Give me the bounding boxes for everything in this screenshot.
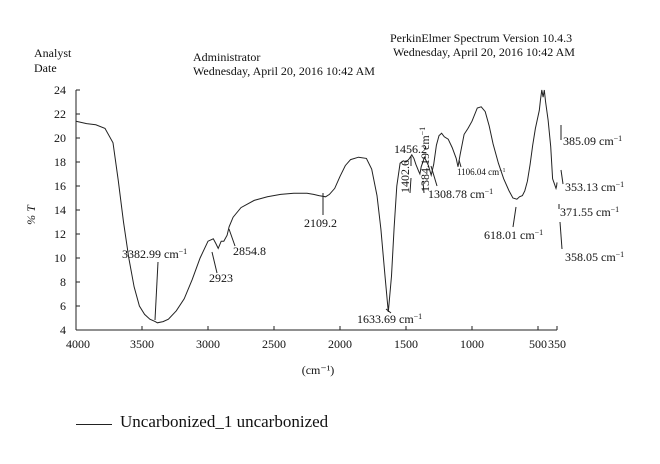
x-tick-label: 1000 — [460, 337, 484, 351]
y-tick-label: 12 — [54, 227, 66, 241]
spectrum-line — [75, 89, 558, 324]
x-tick-label: 4000 — [66, 337, 90, 351]
annotation-leader — [559, 221, 563, 250]
peak-annotation: 618.01 cm−1 — [484, 228, 543, 243]
y-tick-label: 16 — [54, 179, 66, 193]
peak-annotation: 1633.69 cm−1 — [357, 312, 422, 327]
analyst-name: Administrator — [193, 50, 261, 64]
chart-axes — [75, 90, 557, 331]
y-tick-label: 22 — [54, 107, 66, 121]
report-date: Wednesday, April 20, 2016 10:42 AM — [393, 45, 575, 59]
annotation-leader — [154, 261, 159, 321]
peak-annotation: 1308.78 cm−1 — [428, 187, 493, 202]
x-tick-label: 350 — [548, 337, 566, 351]
annotation-leader — [211, 251, 218, 274]
analysis-date: Wednesday, April 20, 2016 10:42 AM — [193, 64, 375, 78]
y-axis-label: % T — [24, 204, 38, 225]
x-tick-label: 1500 — [394, 337, 418, 351]
legend-swatch — [76, 424, 112, 425]
peak-annotation: 2923 — [209, 271, 233, 285]
annotation-leader — [228, 228, 236, 247]
peak-annotation: 385.09 cm−1 — [563, 134, 622, 149]
annotation-leader — [560, 169, 564, 185]
y-tick-label: 6 — [60, 299, 66, 313]
y-tick-label: 4 — [60, 323, 66, 337]
peak-annotation: 353.13 cm−1 — [565, 180, 624, 195]
chart-ticks: 4 6 8 10 12 14 16 18 20 22 24 4000 3500 3000 2500 2000 1… — [54, 83, 566, 351]
x-tick-label: 3500 — [130, 337, 154, 351]
annotation-leader — [385, 308, 392, 314]
peak-annotation: 1456.2 — [394, 142, 427, 156]
annotation-leader — [422, 181, 425, 194]
y-tick-label: 8 — [60, 275, 66, 289]
x-tick-label: 500 — [529, 337, 547, 351]
annotation-leader — [430, 165, 438, 187]
peak-annotation: 2109.2 — [304, 216, 337, 230]
legend-label: Uncarbonized_1 uncarbonized — [120, 412, 329, 431]
peak-annotation: 1384.19 cm−1 — [418, 127, 433, 192]
x-tick-label: 2000 — [328, 337, 352, 351]
peak-annotation: 2854.8 — [233, 244, 266, 258]
y-tick-label: 10 — [54, 251, 66, 265]
peak-annotation: 1402.6 — [398, 160, 412, 193]
peak-annotation: 371.55 cm−1 — [560, 205, 619, 220]
annotation-leader — [512, 206, 517, 228]
x-tick-label: 3000 — [196, 337, 220, 351]
annotation-leader — [409, 177, 412, 194]
date-label: Date — [34, 61, 57, 75]
y-tick-label: 18 — [54, 155, 66, 169]
analyst-label: Analyst — [34, 46, 72, 60]
software-version: PerkinElmer Spectrum Version 10.4.3 — [390, 31, 573, 45]
peak-annotation: 358.05 cm−1 — [565, 250, 624, 265]
y-tick-label: 24 — [54, 83, 66, 97]
x-tick-label: 2500 — [262, 337, 286, 351]
peak-annotation: 3382.99 cm−1 — [122, 247, 187, 262]
x-axis-label: (cm⁻¹) — [302, 363, 335, 377]
y-tick-label: 14 — [54, 203, 66, 217]
y-tick-label: 20 — [54, 131, 66, 145]
annotation-leader — [458, 159, 462, 168]
peak-annotation: 1106.04 cm−1 — [457, 167, 506, 177]
